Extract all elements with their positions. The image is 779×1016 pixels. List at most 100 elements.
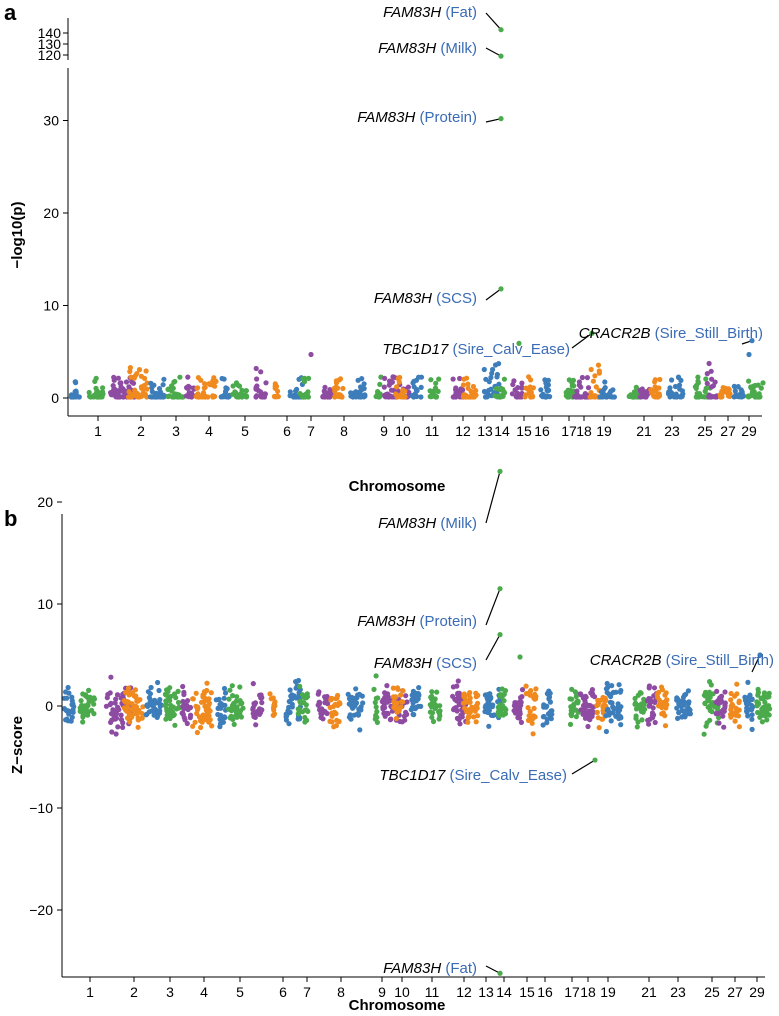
panel-b-point bbox=[203, 696, 209, 702]
panel-b-point bbox=[646, 696, 652, 702]
panel-b-point bbox=[708, 682, 714, 688]
panel-b-point bbox=[569, 696, 575, 702]
panel-a-point bbox=[361, 381, 367, 387]
panel-b-point bbox=[472, 708, 478, 714]
panel-a-x-tick-label: 10 bbox=[395, 423, 411, 439]
panel-b-point bbox=[427, 709, 433, 715]
panel-b-point bbox=[482, 692, 488, 698]
panel-a-point bbox=[275, 388, 281, 394]
panel-b-point bbox=[462, 699, 468, 706]
panel-a-point bbox=[428, 377, 434, 383]
panel-a-annotation-point bbox=[498, 27, 504, 33]
panel-a-x-tick-label: 16 bbox=[534, 423, 550, 439]
panel-b-annotation-trait: (Fat) bbox=[445, 960, 477, 977]
panel-b-x-tick-label: 12 bbox=[456, 984, 472, 1000]
panel-a-x-tick-label: 17 bbox=[561, 423, 577, 439]
panel-a-x-tick-label: 3 bbox=[172, 423, 180, 439]
panel-a-point bbox=[126, 384, 132, 390]
panel-b-point bbox=[324, 693, 330, 700]
panel-b-point bbox=[662, 723, 669, 729]
panel-a-point bbox=[748, 384, 754, 390]
panel-a-point bbox=[731, 383, 737, 389]
panel-b-point bbox=[382, 713, 388, 719]
panel-b-point bbox=[728, 697, 734, 703]
panel-b-point bbox=[682, 714, 688, 720]
panel-a-x-tick-label: 13 bbox=[477, 423, 493, 439]
panel-a-y-tick-label: 130 bbox=[38, 36, 62, 52]
panel-b-point bbox=[395, 706, 401, 712]
panel-a-point bbox=[672, 383, 679, 390]
panel-b-annotation-gene: FAM83H bbox=[378, 515, 440, 532]
panel-b-point bbox=[180, 703, 186, 710]
panel-a-point bbox=[355, 377, 361, 383]
panel-b-x-tick-label: 21 bbox=[641, 984, 657, 1000]
panel-b-point bbox=[437, 703, 443, 709]
panel-b-point bbox=[127, 719, 133, 725]
panel-a-annotation-point bbox=[749, 338, 755, 344]
panel-b-point bbox=[680, 694, 687, 700]
panel-a-point bbox=[481, 366, 487, 373]
panel-b-point bbox=[180, 683, 186, 690]
panel-b-point bbox=[661, 699, 667, 705]
panel-a-point bbox=[90, 394, 96, 400]
panel-a-y-tick-label: 20 bbox=[43, 205, 59, 221]
panel-a-point bbox=[433, 388, 439, 394]
panel-b-point bbox=[373, 673, 379, 679]
panel-a-point bbox=[733, 392, 739, 398]
panel-b-point bbox=[401, 713, 407, 719]
panel-a-point bbox=[212, 383, 218, 389]
panel-a-point bbox=[538, 387, 544, 393]
panel-a-point bbox=[337, 392, 343, 398]
panel-a-annotation-leader bbox=[485, 288, 502, 301]
panel-b-point bbox=[549, 708, 555, 714]
panel-b-point bbox=[702, 693, 708, 699]
panel-b-point bbox=[185, 706, 191, 713]
panel-b-point bbox=[608, 693, 614, 700]
panel-b-point bbox=[271, 702, 277, 708]
panel-b-point bbox=[632, 700, 639, 706]
panel-b-point bbox=[457, 721, 463, 727]
panel-a-annotation-leader bbox=[485, 47, 502, 57]
panel-a-annotation-gene: FAM83H bbox=[378, 40, 440, 57]
panel-b-point bbox=[633, 706, 640, 712]
panel-b-annotation-trait: (SCS) bbox=[436, 655, 477, 672]
panel-b-point bbox=[147, 691, 153, 697]
panel-a-point bbox=[149, 389, 155, 395]
panel-b-point bbox=[759, 719, 766, 725]
panel-b-point bbox=[371, 686, 377, 693]
panel-b-point bbox=[733, 705, 739, 711]
panel-b-point bbox=[328, 695, 334, 702]
panel-a-point bbox=[211, 375, 217, 381]
panel-b-point bbox=[540, 722, 546, 728]
panel-b-point bbox=[547, 699, 554, 705]
panel-a-point bbox=[547, 394, 553, 400]
panel-a-point bbox=[126, 389, 132, 395]
panel-b-x-tick-label: 23 bbox=[670, 984, 686, 1000]
panel-b-point bbox=[270, 695, 276, 701]
panel-b-x-tick-label: 7 bbox=[303, 984, 311, 1000]
panel-b-point bbox=[590, 692, 596, 699]
panel-b-point bbox=[467, 695, 473, 701]
panel-b-x-tick-label: 2 bbox=[130, 984, 138, 1000]
panel-b-point bbox=[409, 692, 415, 698]
panel-b-annotation-point bbox=[497, 632, 503, 638]
panel-b-point bbox=[646, 721, 652, 727]
panel-b-point bbox=[595, 700, 602, 707]
panel-b-point bbox=[109, 729, 115, 735]
panel-b-x-tick-label: 29 bbox=[749, 984, 765, 1000]
panel-b-point bbox=[496, 708, 502, 714]
panel-b-point bbox=[411, 712, 417, 718]
panel-a-point bbox=[99, 389, 106, 395]
panel-b-point bbox=[430, 718, 437, 725]
panel-b-point bbox=[716, 715, 722, 721]
panel-a-annotation-trait: (Fat) bbox=[445, 4, 477, 21]
panel-a-point bbox=[411, 378, 417, 384]
panel-b-point bbox=[403, 693, 409, 699]
panel-a-x-tick-label: 7 bbox=[307, 423, 315, 439]
panel-b-point bbox=[399, 699, 405, 705]
panel-a-point bbox=[528, 392, 534, 398]
panel-a-point bbox=[172, 378, 178, 385]
panel-b-annotation-point bbox=[497, 586, 503, 592]
panel-b-point bbox=[432, 696, 438, 702]
